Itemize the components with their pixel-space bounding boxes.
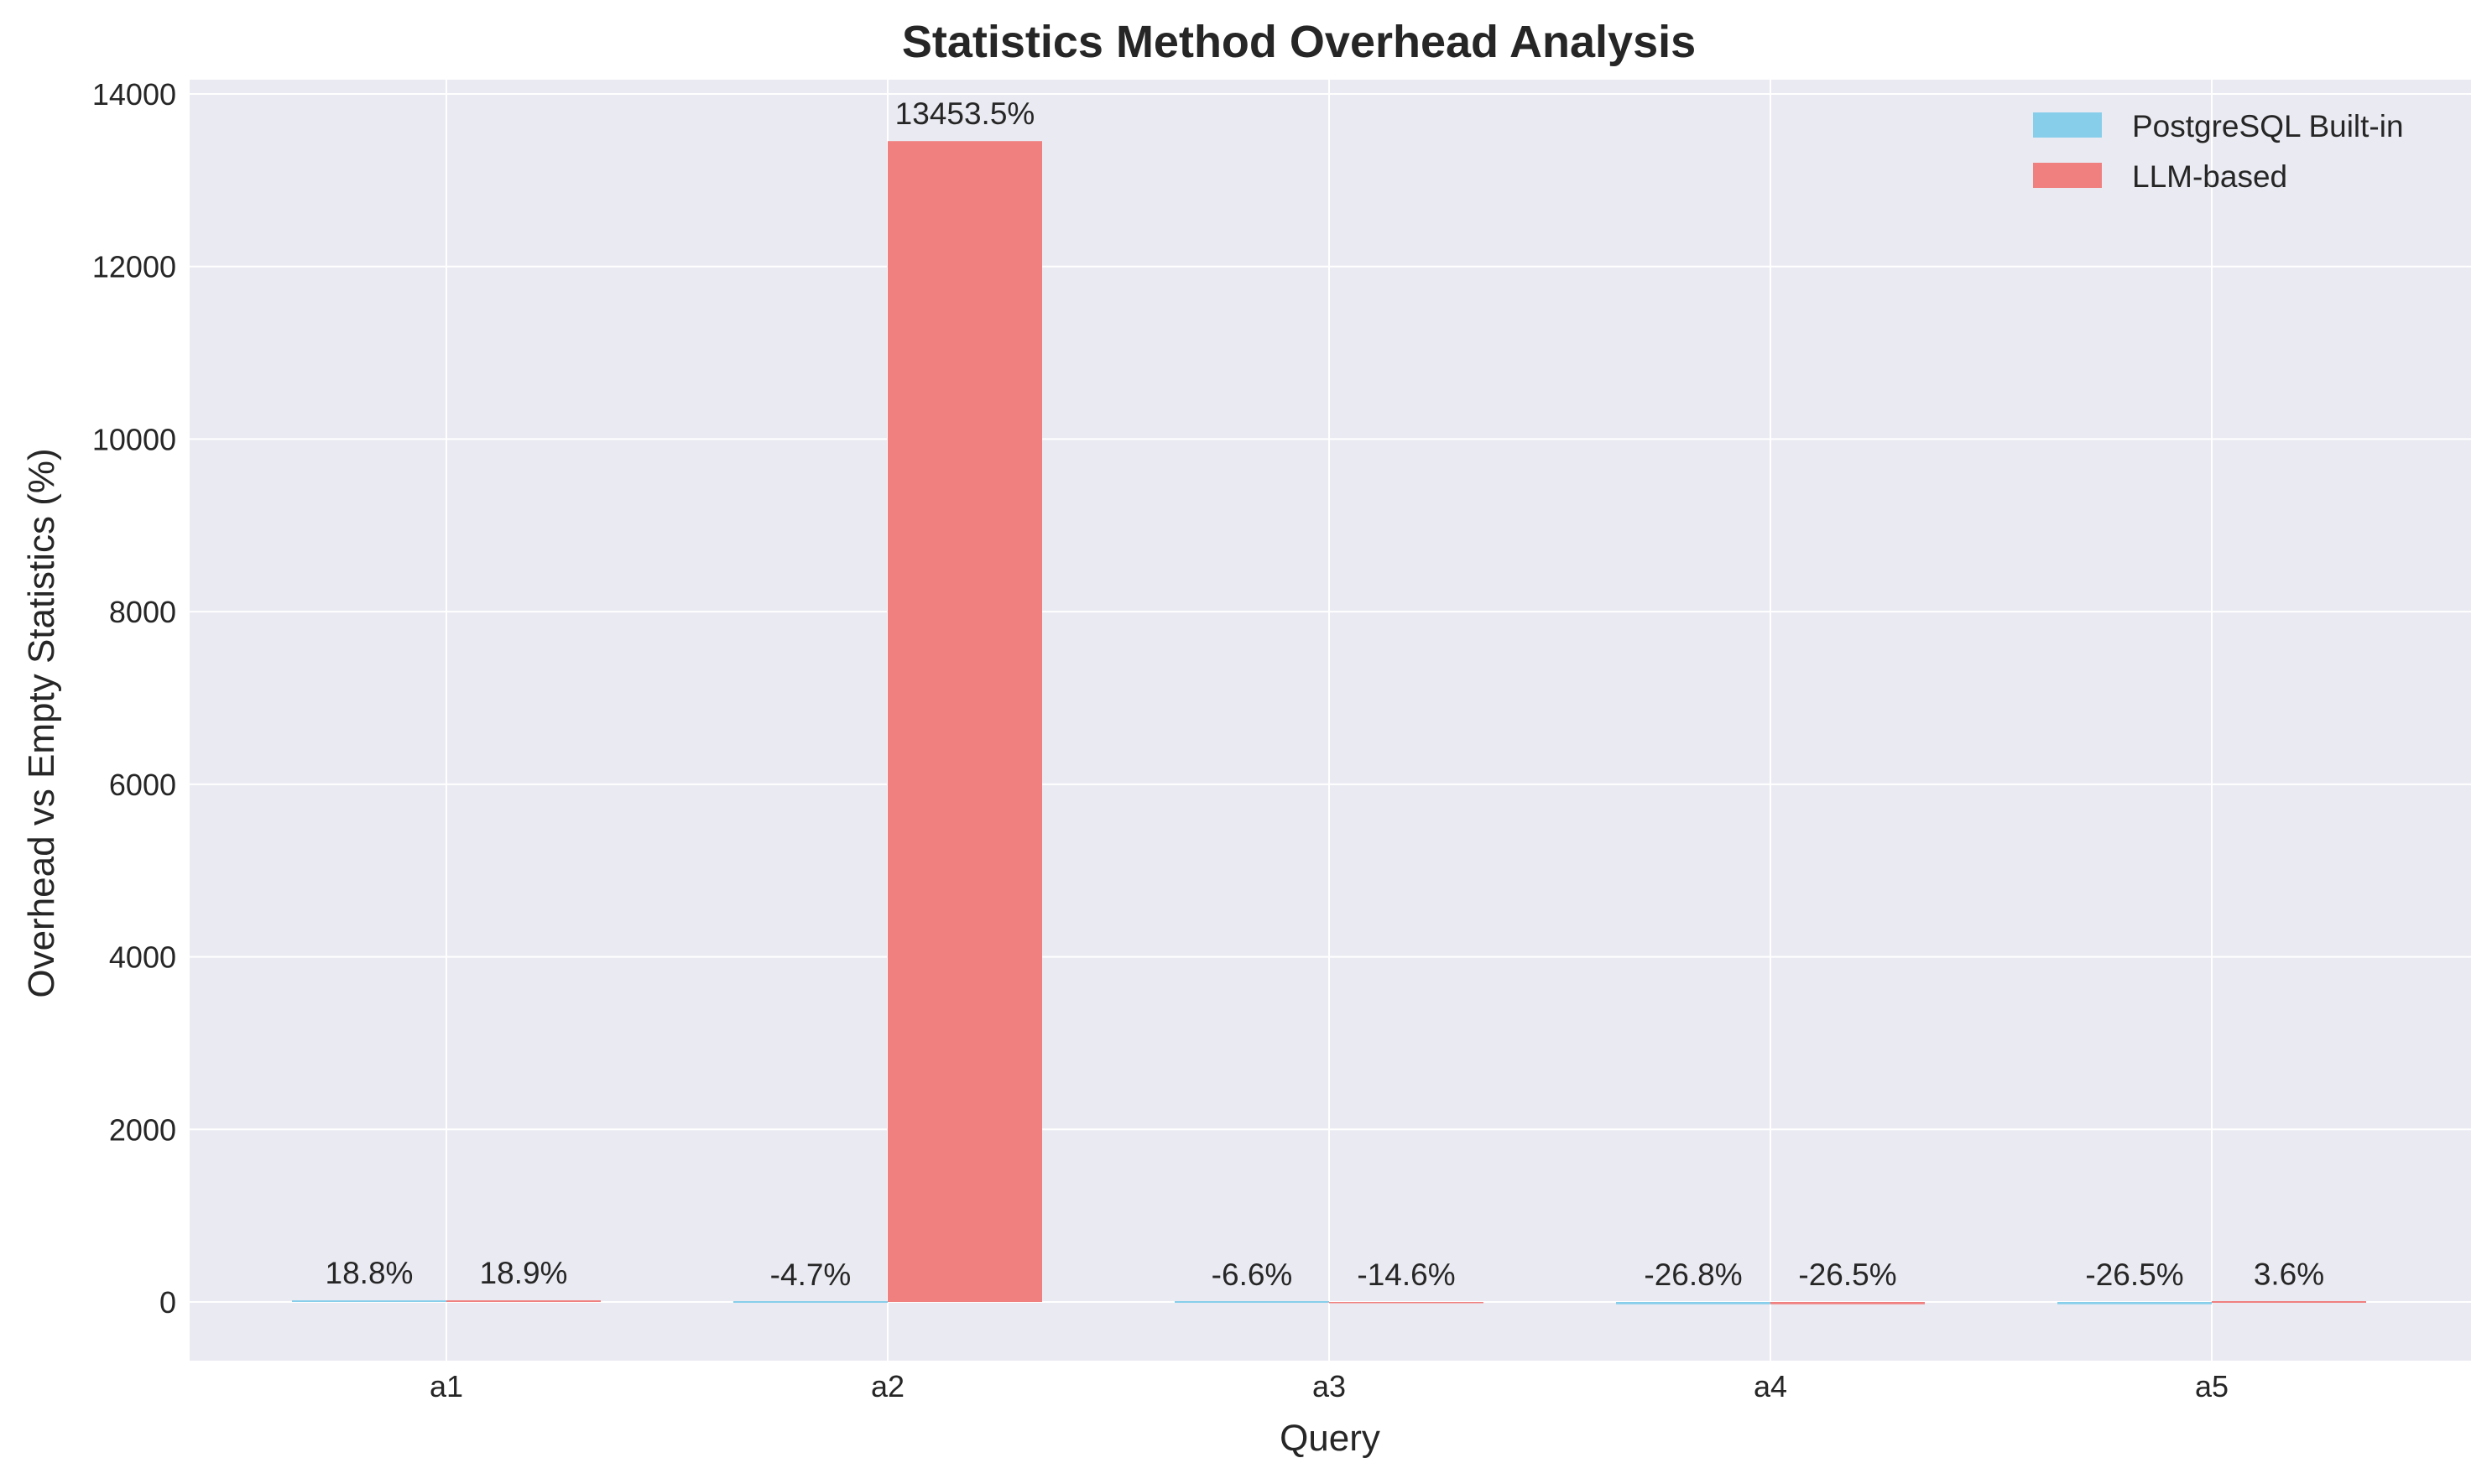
legend-label-postgresql: PostgreSQL Built-in (2132, 109, 2404, 143)
data-label: -4.7% (770, 1257, 852, 1292)
bar-llm-a2 (888, 141, 1042, 1302)
x-axis-ticks: a1 a2 a3 a4 a5 (430, 1369, 2229, 1403)
bar-postgresql-a4 (1616, 1302, 1770, 1304)
data-labels: 18.8% -4.7% -6.6% -26.8% -26.5% 18.9% 13453.5%… (326, 96, 2325, 1292)
x-tick-label: a5 (2195, 1369, 2229, 1403)
y-tick-label: 12000 (92, 250, 176, 284)
data-label: 18.9% (480, 1256, 568, 1290)
bar-llm-a5 (2212, 1301, 2366, 1303)
y-axis-label: Overhead vs Empty Statistics (%) (21, 448, 62, 997)
bar-llm-a1 (446, 1300, 601, 1302)
y-tick-label: 0 (159, 1285, 176, 1320)
bar-postgresql-a3 (1175, 1301, 1329, 1303)
x-tick-label: a4 (1754, 1369, 1787, 1403)
y-tick-label: 10000 (92, 422, 176, 456)
x-tick-label: a1 (430, 1369, 463, 1403)
bar-postgresql-a5 (2057, 1302, 2212, 1304)
data-label: -6.6% (1212, 1257, 1293, 1292)
legend-label-llm: LLM-based (2132, 159, 2287, 194)
plot-area (190, 80, 2471, 1361)
grid-lines (190, 80, 2471, 1361)
y-axis-ticks: 0 2000 4000 6000 8000 10000 12000 14000 (92, 77, 176, 1320)
x-tick-label: a3 (1312, 1369, 1346, 1403)
legend-swatch-llm (2033, 163, 2102, 188)
y-tick-label: 8000 (109, 595, 176, 629)
data-label: 13453.5% (895, 96, 1035, 131)
data-label: -14.6% (1357, 1257, 1455, 1292)
data-label: -26.5% (2085, 1257, 2183, 1292)
bar-llm-a3 (1329, 1302, 1483, 1304)
chart-title: Statistics Method Overhead Analysis (902, 17, 1696, 67)
y-tick-label: 4000 (109, 940, 176, 975)
y-tick-label: 6000 (109, 768, 176, 802)
data-label: 3.6% (2254, 1257, 2324, 1292)
data-label: 18.8% (326, 1256, 414, 1290)
data-label: -26.5% (1798, 1257, 1896, 1292)
data-label: -26.8% (1644, 1257, 1742, 1292)
x-axis-label: Query (1280, 1418, 1380, 1459)
bar-postgresql-a1 (292, 1300, 446, 1302)
bar-llm-a4 (1770, 1302, 1925, 1304)
legend-swatch-postgresql (2033, 112, 2102, 138)
y-tick-label: 2000 (109, 1112, 176, 1147)
x-tick-label: a2 (871, 1369, 905, 1403)
bar-postgresql-a2 (733, 1301, 888, 1303)
y-tick-label: 14000 (92, 77, 176, 112)
bars (292, 141, 2366, 1304)
legend: PostgreSQL Built-in LLM-based (2033, 109, 2404, 194)
